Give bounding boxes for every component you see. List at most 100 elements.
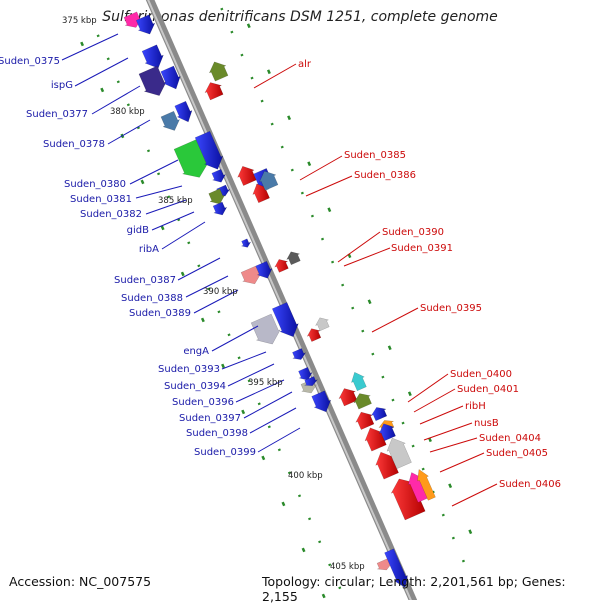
gene-arrow [378,423,396,442]
gene-arrow [208,188,226,205]
tick-dash [431,490,435,494]
tick-dash [318,540,322,544]
gene-label[interactable]: Suden_0385 [344,150,406,161]
gene-arrow [204,82,224,101]
leader-line [151,211,195,231]
tick-dash [270,122,274,126]
gene-label[interactable]: Suden_0389 [129,308,191,319]
tick-dash [257,402,261,406]
tick-dash [281,501,286,507]
leader-line [135,185,183,199]
tick-dash [287,471,291,475]
tick-dash [351,306,355,310]
gene-label[interactable]: Suden_0398 [186,428,248,439]
map-title: Sulfurimonas denitrificans DSM 1251, com… [102,9,498,25]
tick-dash [341,283,345,287]
gene-label[interactable]: Suden_0404 [479,433,541,444]
gene-label[interactable]: ribA [139,244,159,255]
tick-dash [301,547,306,553]
gene-arrow [384,548,408,588]
gene-arrow [298,366,313,381]
gene-label[interactable]: Suden_0394 [164,381,226,392]
gene-arrow [160,110,181,131]
leader-line [211,325,259,352]
tick-dash [160,225,165,231]
gene-arrow [240,238,252,248]
tick-dash [451,536,455,540]
kbp-label-375: 375 kbp [62,16,97,26]
tick-dash [266,69,271,75]
gene-label[interactable]: Suden_0388 [121,293,183,304]
tick-dash [260,99,264,103]
tick-dash [207,287,211,291]
kbp-labels: 375 kbp 380 kbp 385 kbp 390 kbp 395 kbp … [62,16,365,572]
tick-dash [277,448,281,452]
tick-dash [200,317,205,323]
gene-arrow [351,371,367,392]
leader-line [253,63,297,89]
tick-dash [310,214,314,218]
gene-label[interactable]: Suden_0381 [70,194,132,205]
gene-label[interactable]: Suden_0375 [0,56,60,67]
leader-line [407,373,449,403]
kbp-label-400: 400 kbp [288,471,323,481]
gene-label[interactable]: ribH [465,401,486,412]
gene-arrow [258,170,279,191]
tick-dash [327,207,332,213]
gene-label[interactable]: Suden_0401 [457,384,519,395]
gene-label[interactable]: Suden_0377 [26,109,88,120]
gene-arrow [364,427,387,452]
tick-dash [237,356,241,360]
tick-dash [411,444,415,448]
tick-dash [297,494,302,498]
gene-label[interactable]: ispG [51,80,73,91]
tick-dash [221,363,225,369]
gene-arrow [135,14,156,35]
gene-arrow [208,61,229,82]
leader-line [177,257,221,281]
gene-arrow [304,376,318,386]
gene-label[interactable]: nusB [474,418,499,429]
gene-label[interactable]: engA [183,346,209,357]
gene-arrow [255,260,273,279]
leader-line [107,119,151,145]
gene-label[interactable]: Suden_0406 [499,479,561,490]
tick-dash [381,375,385,379]
leader-line [235,379,285,403]
tick-dash [401,421,405,425]
tick-dash [197,264,201,268]
gene-label[interactable]: Suden_0397 [179,413,241,424]
labels-left: Suden_0375 ispG Suden_0377 Suden_0378 Su… [0,56,256,458]
gene-label[interactable]: Suden_0396 [172,397,234,408]
gene-label[interactable]: Suden_0400 [450,369,512,380]
gene-label[interactable]: Suden_0405 [486,448,548,459]
gene-label[interactable]: Suden_0391 [391,243,453,254]
gene-label[interactable]: gidB [127,225,149,236]
tick-dash [321,593,326,599]
gene-label[interactable]: Suden_0386 [354,170,416,181]
leader-line [371,307,419,333]
gene-arrow [237,165,257,186]
gene-label[interactable]: Suden_0382 [80,209,142,220]
tick-dash [361,329,365,333]
gene-arrow [386,437,412,470]
gene-label[interactable]: Suden_0390 [382,227,444,238]
label-leaders [61,33,498,507]
gene-label[interactable]: Suden_0393 [158,364,220,375]
leader-line [419,405,464,425]
gene-arrow [250,313,281,345]
gene-label[interactable]: Suden_0395 [420,303,482,314]
gene-label[interactable]: Suden_0387 [114,275,176,286]
gene-label[interactable]: Suden_0399 [194,447,256,458]
leader-line [61,33,119,61]
gene-label[interactable]: Suden_0380 [64,179,126,190]
tick-dash [387,345,392,351]
tick-dash [80,41,85,47]
tick-dash [407,391,412,397]
gene-arrow [338,388,358,407]
gene-label[interactable]: alr [298,59,312,70]
gene-label[interactable]: Suden_0378 [43,139,105,150]
leader-line [423,422,473,441]
tick-dash [441,513,445,517]
